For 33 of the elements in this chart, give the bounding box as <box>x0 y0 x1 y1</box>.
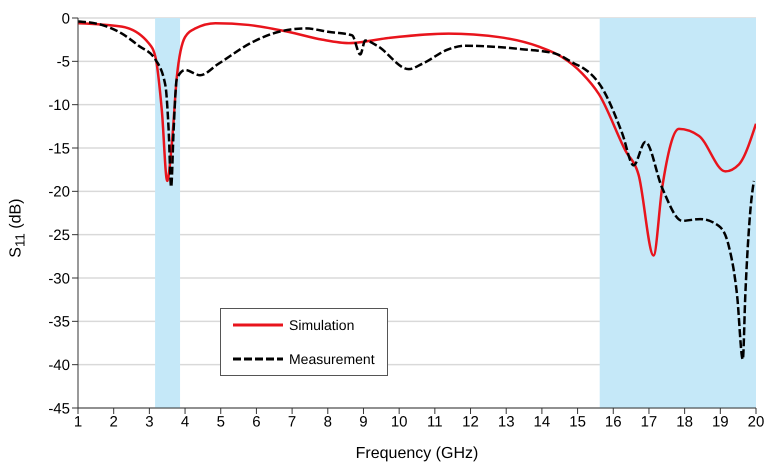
x-tick-label: 6 <box>252 414 261 431</box>
x-tick-label: 3 <box>145 414 154 431</box>
y-tick-label: -25 <box>48 226 70 244</box>
x-tick-label: 15 <box>569 414 586 431</box>
x-tick-label: 17 <box>640 414 658 431</box>
x-tick-label: 12 <box>462 414 479 431</box>
y-tick-label: -35 <box>48 314 70 331</box>
x-tick-label: 5 <box>216 414 225 431</box>
x-tick-label: 1 <box>74 414 82 431</box>
x-tick-label: 18 <box>676 414 693 431</box>
y-tick-label: -5 <box>56 54 70 71</box>
y-tick-label: -20 <box>48 184 70 201</box>
y-tick-label: -30 <box>48 270 70 288</box>
x-tick-label: 19 <box>712 414 729 431</box>
y-tick-label: -10 <box>48 96 70 114</box>
x-tick-label: 11 <box>427 414 443 431</box>
legend-label: Measurement <box>289 351 375 367</box>
x-tick-label: 8 <box>324 414 332 431</box>
x-tick-label: 14 <box>534 414 550 431</box>
x-tick-label: 16 <box>604 414 622 431</box>
legend-label: Simulation <box>289 317 354 333</box>
x-tick-label: 4 <box>180 414 190 431</box>
x-tick-label: 13 <box>498 414 515 431</box>
x-tick-label: 10 <box>390 414 408 431</box>
y-tick-label: -45 <box>48 400 70 418</box>
y-tick-label: -15 <box>48 140 70 158</box>
x-tick-label: 9 <box>359 414 368 431</box>
x-tick-label: 2 <box>110 414 118 431</box>
x-axis-title: Frequency (GHz) <box>356 445 478 462</box>
y-tick-label: 0 <box>62 10 70 28</box>
x-tick-label: 7 <box>288 414 296 431</box>
y-tick-label: -40 <box>48 356 70 374</box>
x-tick-label: 20 <box>748 414 764 431</box>
